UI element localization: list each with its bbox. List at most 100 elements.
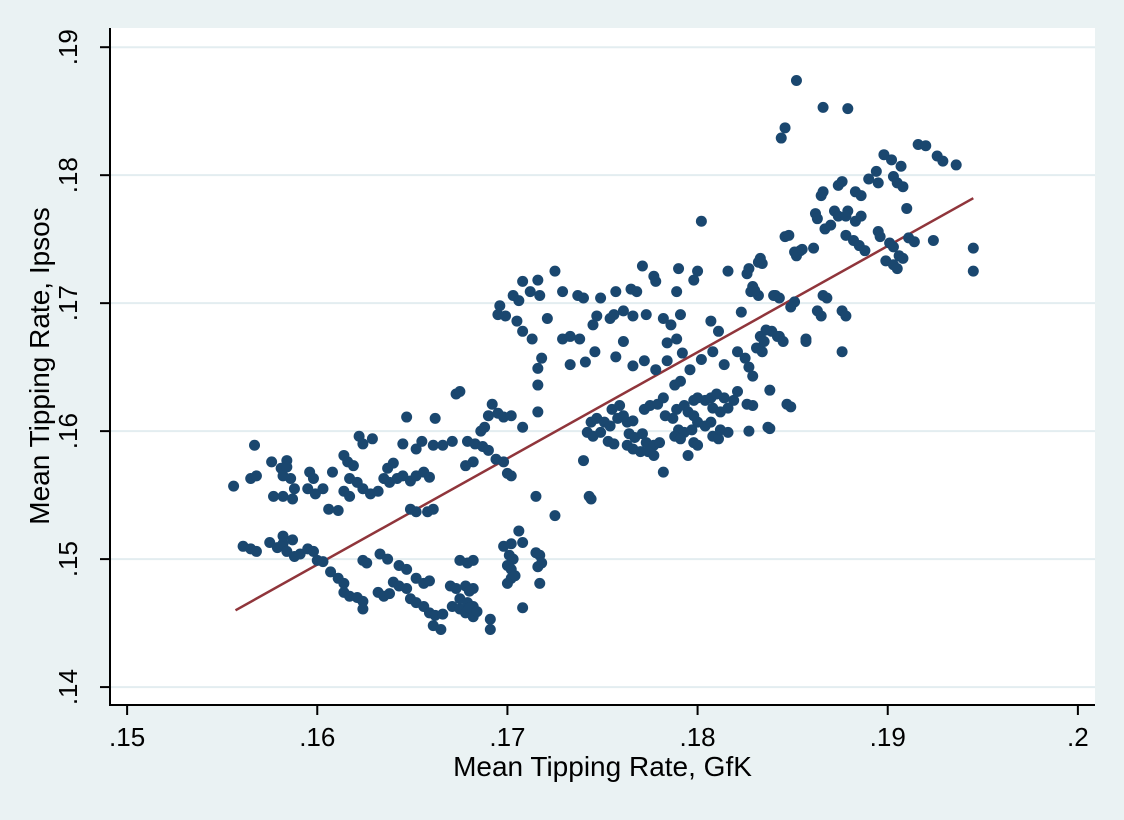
scatter-point (832, 210, 844, 222)
scatter-point (785, 401, 797, 413)
scatter-point (842, 205, 854, 217)
scatter-point (811, 213, 823, 225)
scatter-point (895, 160, 907, 172)
scatter-point (684, 364, 696, 376)
scatter-point (874, 231, 886, 243)
scatter-point (532, 406, 544, 418)
scatter-point (631, 286, 643, 298)
scatter-point (718, 392, 730, 404)
scatter-point (674, 433, 686, 445)
scatter-point (268, 490, 280, 502)
scatter-point (764, 423, 776, 435)
scatter-point (840, 310, 852, 322)
scatter-point (756, 346, 768, 358)
scatter-point (779, 122, 791, 134)
fit-line (234, 197, 974, 612)
scatter-point (627, 415, 639, 427)
scatter-point (423, 471, 435, 483)
scatter-point (416, 435, 428, 447)
x-tick-label: .17 (489, 722, 525, 752)
scatter-point (482, 444, 494, 456)
scatter-point (427, 439, 439, 451)
scatter-point (665, 319, 677, 331)
scatter-point (410, 443, 422, 455)
y-tick-label: .16 (53, 413, 83, 449)
y-tick-label: .15 (53, 541, 83, 577)
scatter-point (401, 563, 413, 575)
scatter-point (695, 215, 707, 227)
x-tick-label: .19 (870, 722, 906, 752)
scatter-point (661, 355, 673, 367)
scatter-point (671, 333, 683, 345)
scatter-point (817, 101, 829, 113)
scatter-point (836, 346, 848, 358)
scatter-point (657, 313, 669, 325)
scatter-point (640, 309, 652, 321)
scatter-point (747, 370, 759, 382)
scatter-point (564, 330, 576, 342)
scatter-point (326, 466, 338, 478)
scatter-point (446, 435, 458, 447)
scatter-point (614, 400, 626, 412)
scatter-point (401, 583, 413, 595)
y-tick-label: .19 (53, 29, 83, 65)
scatter-point (674, 309, 686, 321)
scatter-point (627, 360, 639, 372)
scatter-point (517, 602, 529, 614)
scatter-point (692, 439, 704, 451)
scatter-point (783, 229, 795, 241)
scatter-point (617, 305, 629, 317)
scatter-point (347, 460, 359, 472)
scatter-point (410, 506, 422, 518)
scatter-point (821, 292, 833, 304)
scatter-point (870, 165, 882, 177)
scatter-point (317, 483, 329, 495)
scatter-point (536, 352, 548, 364)
scatter-point (513, 525, 525, 537)
scatter-point (484, 613, 496, 625)
scatter-point (920, 140, 932, 152)
scatter-point (285, 472, 297, 484)
scatter-point (325, 566, 337, 578)
scatter-point (676, 347, 688, 359)
scatter-point (463, 585, 475, 597)
scatter-point (505, 470, 517, 482)
scatter-point (579, 356, 591, 368)
scatter-point (517, 536, 529, 548)
scatter-point (728, 394, 740, 406)
scatter-point (722, 265, 734, 277)
scatter-point (517, 325, 529, 337)
scatter-point (532, 362, 544, 374)
scatter-point (323, 503, 335, 515)
scatter-point (307, 545, 319, 557)
scatter-point (532, 274, 544, 286)
scatter-point (500, 310, 512, 322)
scatter-point (557, 286, 569, 298)
scatter-point (747, 400, 759, 412)
scatter-point (429, 412, 441, 424)
scatter-point (610, 286, 622, 298)
scatter-point (484, 623, 496, 635)
scatter-point (927, 234, 939, 246)
x-axis-title: Mean Tipping Rate, GfK (453, 751, 752, 782)
scatter-point (636, 260, 648, 272)
y-tick-label: .17 (53, 285, 83, 321)
x-tick-label: .15 (109, 722, 145, 752)
scatter-point (695, 353, 707, 365)
scatter-point (855, 210, 867, 222)
scatter-point (577, 292, 589, 304)
scatter-point (842, 103, 854, 115)
scatter-point (901, 202, 913, 214)
y-tick-label: .14 (53, 669, 83, 705)
scatter-point (863, 173, 875, 185)
scatter-point (754, 252, 766, 264)
scatter-point (705, 416, 717, 428)
scatter-point (574, 333, 586, 345)
scatter-point (808, 242, 820, 254)
scatter-point (505, 410, 517, 422)
scatter-point (897, 181, 909, 193)
scatter-point (617, 336, 629, 348)
scatter-point (387, 457, 399, 469)
scatter-point (277, 530, 289, 542)
